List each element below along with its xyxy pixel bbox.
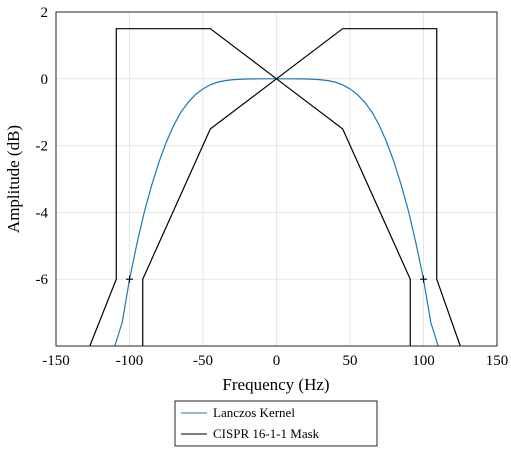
legend: Lanczos Kernel CISPR 16-1-1 Mask [174,400,378,447]
series-line-cispr-mask [142,28,461,346]
legend-label-cispr: CISPR 16-1-1 Mask [213,426,320,441]
x-tick-label: 100 [412,353,435,369]
y-tick-label: -6 [36,272,49,288]
x-tick-label: -150 [42,353,70,369]
legend-label-lanczos: Lanczos Kernel [213,405,295,420]
x-tick-label: -50 [193,353,213,369]
y-tick-label: 0 [41,72,49,88]
x-tick-label: -100 [116,353,144,369]
y-axis-label: Amplitude (dB) [4,125,23,233]
x-tick-label: 0 [273,353,281,369]
y-tick-label: 2 [41,5,49,21]
x-tick-label: 150 [486,353,509,369]
x-tick-label: 50 [343,353,358,369]
plot-frame [55,11,498,347]
series-layer [89,28,461,346]
y-tick-label: -2 [36,139,49,155]
series-line-cispr-mask [89,28,411,346]
y-tick-labels: 2 0 -2 -4 -6 [36,5,49,288]
x-axis-label: Frequency (Hz) [222,375,329,394]
y-tick-label: -4 [36,205,49,221]
x-tick-labels: -150 -100 -50 0 50 100 150 [42,353,508,369]
legend-box [174,400,378,447]
marker-layer [126,275,427,283]
